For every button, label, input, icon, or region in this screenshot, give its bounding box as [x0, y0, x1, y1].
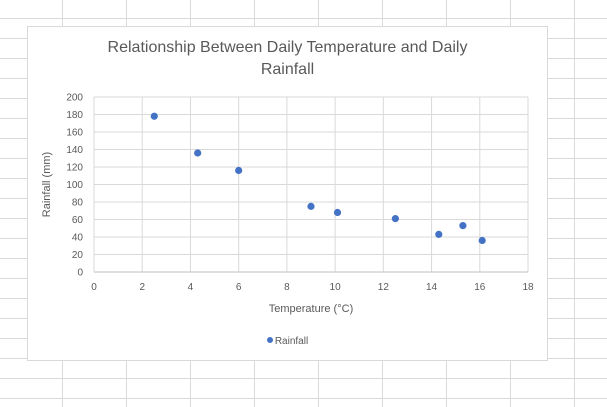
- y-tick-label: 40: [72, 233, 84, 244]
- data-points: [150, 112, 486, 245]
- data-point[interactable]: [150, 112, 158, 120]
- x-tick-label: 4: [188, 282, 194, 293]
- y-axis-title: Rainfall (mm): [41, 152, 53, 217]
- chart-title: Relationship Between Daily Temperature a…: [28, 37, 547, 81]
- legend-label: Rainfall: [274, 336, 309, 347]
- x-tick-label: 16: [474, 282, 486, 293]
- data-point[interactable]: [435, 230, 443, 238]
- y-tick-label: 0: [77, 268, 83, 279]
- x-tick-label: 0: [91, 282, 97, 293]
- x-tick-label: 10: [330, 282, 342, 293]
- x-tick-label: 12: [378, 282, 390, 293]
- data-point[interactable]: [307, 202, 315, 210]
- x-tick-label: 14: [426, 282, 438, 293]
- y-tick-label: 80: [72, 198, 84, 209]
- x-tick-label: 6: [236, 282, 242, 293]
- data-point[interactable]: [235, 166, 243, 175]
- y-tick-label: 180: [66, 110, 83, 121]
- x-tick-label: 8: [284, 282, 290, 293]
- y-tick-label: 100: [66, 180, 83, 191]
- gridlines: [94, 96, 529, 272]
- legend-marker: [266, 337, 273, 344]
- y-tick-label: 20: [72, 250, 84, 261]
- chart-title-line-1: Relationship Between Daily Temperature a…: [107, 39, 468, 56]
- y-tick-label: 140: [66, 145, 83, 156]
- data-point[interactable]: [333, 208, 342, 217]
- chart-title-line-2: Rainfall: [260, 61, 315, 78]
- y-tick-label: 120: [66, 163, 83, 174]
- legend[interactable]: Rainfall: [28, 336, 547, 347]
- x-tick-label: 18: [522, 282, 534, 293]
- data-point[interactable]: [391, 215, 399, 223]
- x-tick-labels: 0 2 4 6 8 10 12 14 16 18: [91, 282, 534, 293]
- scatter-chart[interactable]: Relationship Between Daily Temperature a…: [27, 26, 548, 361]
- data-point[interactable]: [194, 149, 202, 157]
- plot-area: 0 2 4 6 8 10 12 14 16 18 0 20 40 60 80 100 120 140 160 180…: [41, 93, 534, 316]
- y-tick-label: 60: [72, 215, 84, 226]
- data-point[interactable]: [459, 222, 467, 230]
- y-tick-label: 200: [66, 93, 83, 104]
- data-point[interactable]: [478, 236, 486, 245]
- x-tick-label: 2: [139, 282, 145, 293]
- y-tick-labels: 0 20 40 60 80 100 120 140 160 180 200: [66, 93, 83, 279]
- x-axis-title: Temperature (°C): [269, 303, 353, 315]
- axes: [93, 97, 528, 273]
- y-tick-label: 160: [66, 128, 83, 139]
